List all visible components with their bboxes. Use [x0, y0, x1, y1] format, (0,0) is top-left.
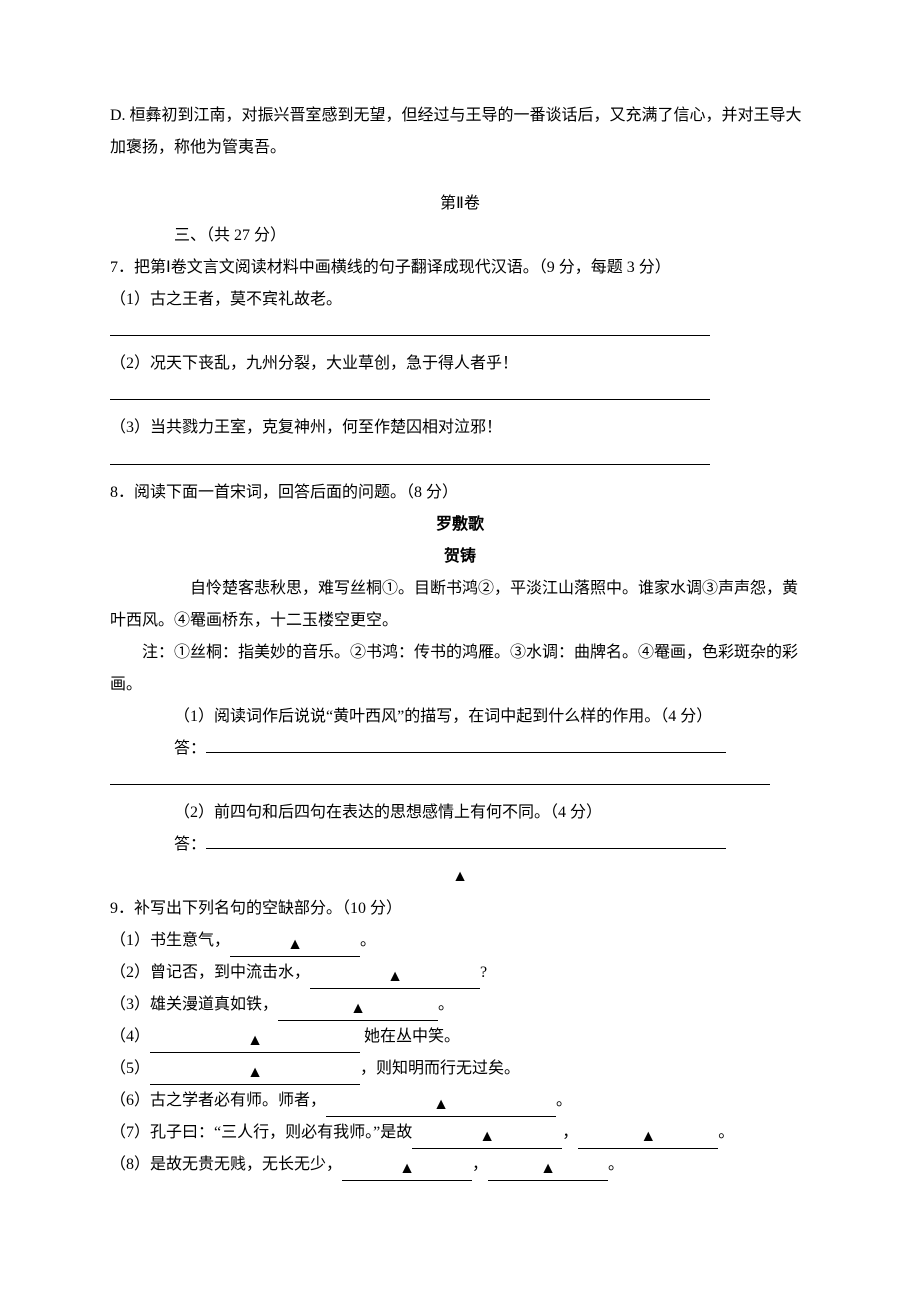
q9-item5: （5） ▲ ，则知明而行无过矣。 — [110, 1053, 810, 1085]
q9-item2: （2）曾记否，到中流击水， ▲? — [110, 957, 810, 989]
triangle-icon: ▲ — [640, 1124, 656, 1150]
q8-triangle: ▲ — [110, 861, 810, 893]
q9-item4: （4） ▲ 她在丛中笑。 — [110, 1021, 810, 1053]
q7-item2: （2）况天下丧乱，九州分裂，大业草创，急于得人者乎！ — [110, 348, 810, 380]
q9-5-post: ，则知明而行无过矣。 — [360, 1060, 520, 1077]
q8-body1: 自怜楚客悲秋思，难写丝桐①。目断书鸿②，平淡江山落照中。谁家水调③声声怨，黄叶西… — [110, 573, 810, 637]
q9-8-mid: ， — [472, 1156, 488, 1173]
q9-item1: （1）书生意气， ▲ 。 — [110, 925, 810, 957]
q8-answer1-line2 — [110, 765, 810, 797]
q8-answer2: 答： — [110, 829, 810, 861]
q9-3-post: 。 — [438, 996, 454, 1013]
q8-answer1: 答： — [110, 733, 810, 765]
q9-5-pre: （5） — [110, 1060, 150, 1077]
q9-2-post: ? — [480, 964, 487, 981]
answer-label: 答： — [174, 740, 206, 757]
q8-prompt: 8．阅读下面一首宋词，回答后面的问题。（8 分） — [110, 477, 810, 509]
q9-3-pre: （3）雄关漫道真如铁， — [110, 996, 278, 1013]
q7-item1: （1）古之王者，莫不宾礼故老。 — [110, 284, 810, 316]
q7-prompt: 7．把第Ⅰ卷文言文阅读材料中画横线的句子翻译成现代汉语。（9 分，每题 3 分） — [110, 252, 810, 284]
spacer — [110, 164, 810, 188]
option-d: D. 桓彝初到江南，对振兴晋室感到无望，但经过与王导的一番谈话后，又充满了信心，… — [110, 100, 810, 164]
q9-1-post: 。 — [360, 932, 376, 949]
answer-label-2: 答： — [174, 836, 206, 853]
q9-8-pre: （8）是故无贵无贱，无长无少， — [110, 1156, 342, 1173]
section-3-header: 三、（共 27 分） — [110, 220, 810, 252]
q9-7-post: 。 — [718, 1124, 734, 1141]
q9-1-pre: （1）书生意气， — [110, 932, 230, 949]
triangle-icon: ▲ — [247, 1028, 263, 1054]
q8-sub1: （1）阅读词作后说说“黄叶西风”的描写，在词中起到什么样的作用。（4 分） — [110, 701, 810, 733]
q9-7-pre: （7）孔子曰：“三人行，则必有我师。”是故 — [110, 1124, 412, 1141]
q9-6-post: 。 — [556, 1092, 572, 1109]
q9-4-pre: （4） — [110, 1028, 150, 1045]
triangle-icon: ▲ — [540, 1156, 556, 1182]
q9-4-post: 她在丛中笑。 — [360, 1028, 460, 1045]
q8-sub2: （2）前四句和后四句在表达的思想感情上有何不同。（4 分） — [110, 797, 810, 829]
q7-item3: （3）当共戮力王室，克复神州，何至作楚囚相对泣邪！ — [110, 412, 810, 444]
exam-page: D. 桓彝初到江南，对振兴晋室感到无望，但经过与王导的一番谈话后，又充满了信心，… — [0, 0, 920, 1302]
q9-2-pre: （2）曾记否，到中流击水， — [110, 964, 310, 981]
q9-8-post: 。 — [608, 1156, 624, 1173]
q8-author-text: 贺铸 — [444, 548, 476, 565]
q8-note: 注：①丝桐：指美妙的音乐。②书鸿：传书的鸿雁。③水调：曲牌名。④罨画，色彩斑杂的… — [110, 637, 810, 701]
q8-title: 罗敷歌 — [110, 509, 810, 541]
triangle-icon: ▲ — [350, 996, 366, 1022]
q7-blank1 — [110, 316, 810, 348]
triangle-icon: ▲ — [452, 861, 468, 893]
volume-title: 第Ⅱ卷 — [110, 188, 810, 220]
q9-6-pre: （6）古之学者必有师。师者， — [110, 1092, 326, 1109]
q8-title-text: 罗敷歌 — [436, 516, 484, 533]
q9-item7: （7）孔子曰：“三人行，则必有我师。”是故 ▲ ， ▲ 。 — [110, 1117, 810, 1149]
q7-blank3 — [110, 444, 810, 476]
q9-item6: （6）古之学者必有师。师者， ▲ 。 — [110, 1085, 810, 1117]
q9-7-mid: ， — [562, 1124, 578, 1141]
q8-author: 贺铸 — [110, 541, 810, 573]
triangle-icon: ▲ — [399, 1156, 415, 1182]
q9-item8: （8）是故无贵无贱，无长无少， ▲ ， ▲ 。 — [110, 1149, 810, 1181]
triangle-icon: ▲ — [433, 1092, 449, 1118]
triangle-icon: ▲ — [247, 1060, 263, 1086]
triangle-icon: ▲ — [287, 932, 303, 958]
triangle-icon: ▲ — [479, 1124, 495, 1150]
q9-prompt: 9．补写出下列名句的空缺部分。（10 分） — [110, 893, 810, 925]
q9-item3: （3）雄关漫道真如铁， ▲ 。 — [110, 989, 810, 1021]
q7-blank2 — [110, 380, 810, 412]
triangle-icon: ▲ — [387, 964, 403, 990]
